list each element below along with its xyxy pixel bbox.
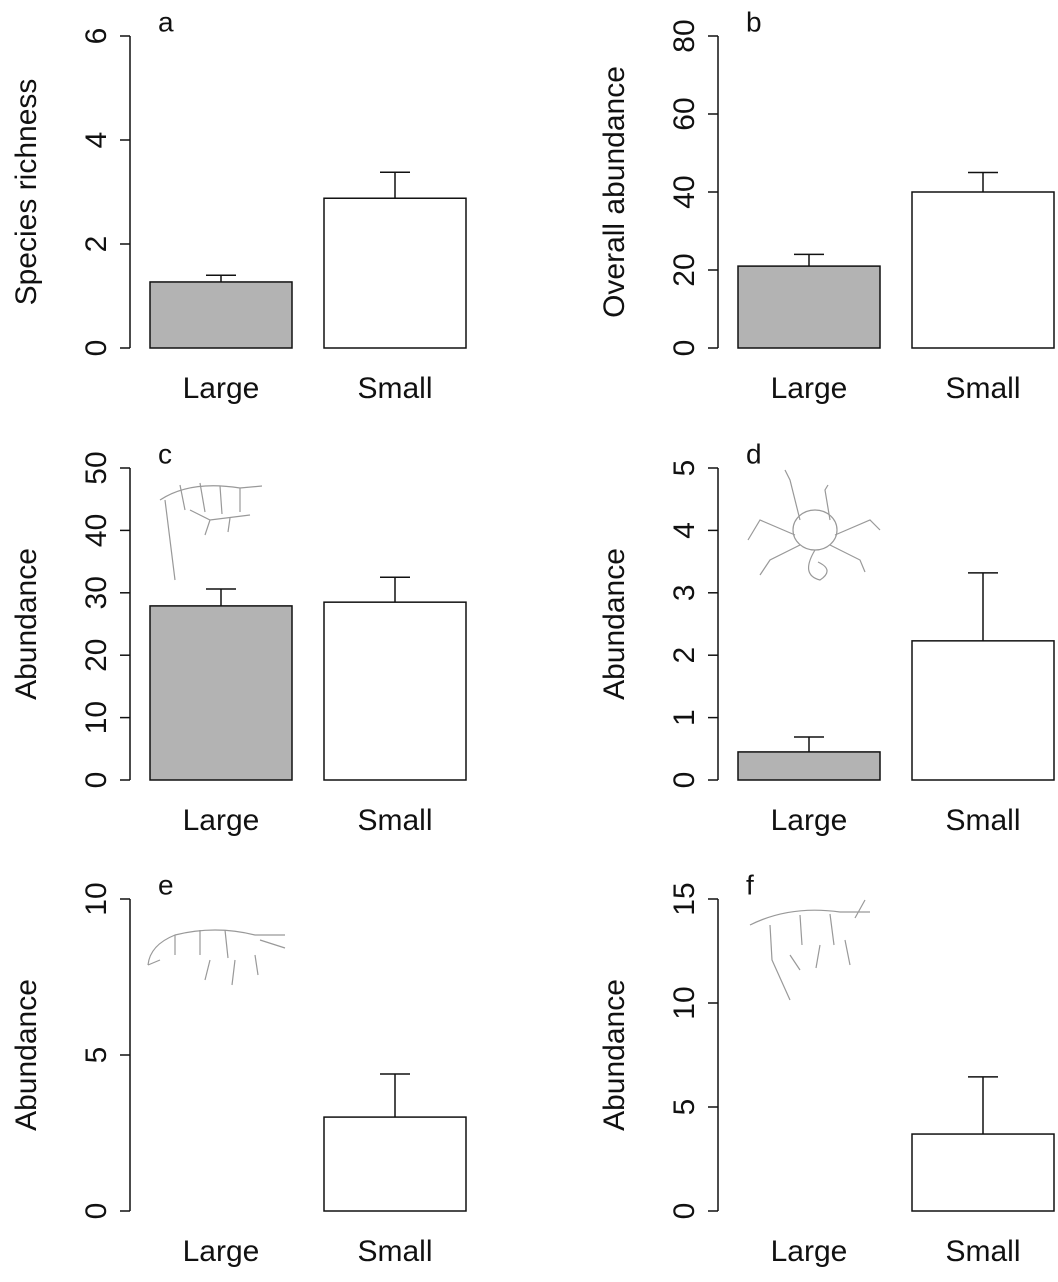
y-tick-label: 2 — [80, 236, 113, 253]
y-tick-label: 5 — [668, 460, 701, 477]
y-tick-label: 1 — [668, 709, 701, 726]
x-tick-label: Large — [183, 804, 260, 837]
error-bar — [206, 274, 236, 282]
x-tick-label: Small — [357, 372, 432, 405]
shrimp-sketch-c — [159, 482, 263, 581]
y-tick-label: 0 — [668, 1203, 701, 1220]
shrimp-sketch-f — [749, 899, 870, 1001]
y-tick-label: 0 — [80, 1203, 113, 1220]
error-bar — [794, 736, 824, 752]
y-tick-label: 0 — [80, 772, 113, 789]
panel-label: a — [158, 6, 174, 37]
y-axis-label: Abundance — [598, 979, 631, 1131]
x-tick-label: Small — [945, 804, 1020, 837]
bar — [737, 265, 881, 349]
y-axis-label: Abundance — [10, 979, 43, 1131]
y-tick-label: 80 — [668, 19, 701, 52]
panel-label: c — [158, 438, 172, 469]
x-tick-label: Large — [183, 372, 260, 405]
y-tick-label: 40 — [668, 175, 701, 208]
bar — [323, 1116, 467, 1212]
error-bar — [380, 576, 410, 603]
bar — [323, 601, 467, 781]
bar — [323, 197, 467, 349]
y-tick-label: 30 — [80, 576, 113, 609]
shrimp-sketch-e — [147, 929, 286, 986]
panel-label: f — [746, 869, 754, 900]
y-tick-label: 6 — [80, 28, 113, 45]
panel-label: e — [158, 869, 174, 900]
y-tick-label: 2 — [668, 647, 701, 664]
panel-label: b — [746, 6, 762, 37]
y-tick-label: 60 — [668, 97, 701, 130]
y-axis-label: Overall abundance — [598, 66, 631, 318]
y-axis-label: Species richness — [10, 79, 43, 306]
y-tick-label: 20 — [668, 253, 701, 286]
panel-label: d — [746, 438, 762, 469]
y-tick-label: 4 — [80, 132, 113, 149]
error-bar — [968, 171, 998, 192]
error-bar — [968, 572, 998, 641]
x-tick-label: Small — [945, 372, 1020, 405]
y-tick-label: 15 — [668, 882, 701, 915]
y-tick-label: 3 — [668, 584, 701, 601]
x-tick-label: Large — [771, 372, 848, 405]
y-tick-label: 0 — [668, 340, 701, 357]
y-tick-label: 20 — [80, 639, 113, 672]
error-bar — [794, 253, 824, 267]
x-tick-label: Large — [183, 1235, 260, 1268]
bar — [149, 281, 293, 349]
y-axis-label: Abundance — [598, 548, 631, 700]
y-tick-label: 5 — [668, 1099, 701, 1116]
x-tick-label: Small — [945, 1235, 1020, 1268]
y-tick-label: 4 — [668, 522, 701, 539]
y-tick-label: 50 — [80, 451, 113, 484]
bar — [149, 605, 293, 781]
error-bar — [206, 588, 236, 606]
bar — [911, 640, 1055, 781]
error-bar — [380, 171, 410, 199]
bar — [911, 191, 1055, 349]
bar — [911, 1133, 1055, 1212]
y-tick-label: 10 — [80, 701, 113, 734]
bar — [737, 751, 881, 781]
y-tick-label: 10 — [80, 882, 113, 915]
x-tick-label: Small — [357, 804, 432, 837]
error-bar — [968, 1076, 998, 1135]
y-tick-label: 5 — [80, 1047, 113, 1064]
y-tick-label: 10 — [668, 986, 701, 1019]
error-bar — [380, 1073, 410, 1118]
y-tick-label: 0 — [668, 772, 701, 789]
crab-sketch-d — [747, 469, 881, 581]
y-tick-label: 40 — [80, 514, 113, 547]
y-tick-label: 0 — [80, 340, 113, 357]
y-axis-label: Abundance — [10, 548, 43, 700]
x-tick-label: Large — [771, 804, 848, 837]
illustrations — [147, 469, 881, 1001]
x-tick-label: Small — [357, 1235, 432, 1268]
x-tick-label: Large — [771, 1235, 848, 1268]
